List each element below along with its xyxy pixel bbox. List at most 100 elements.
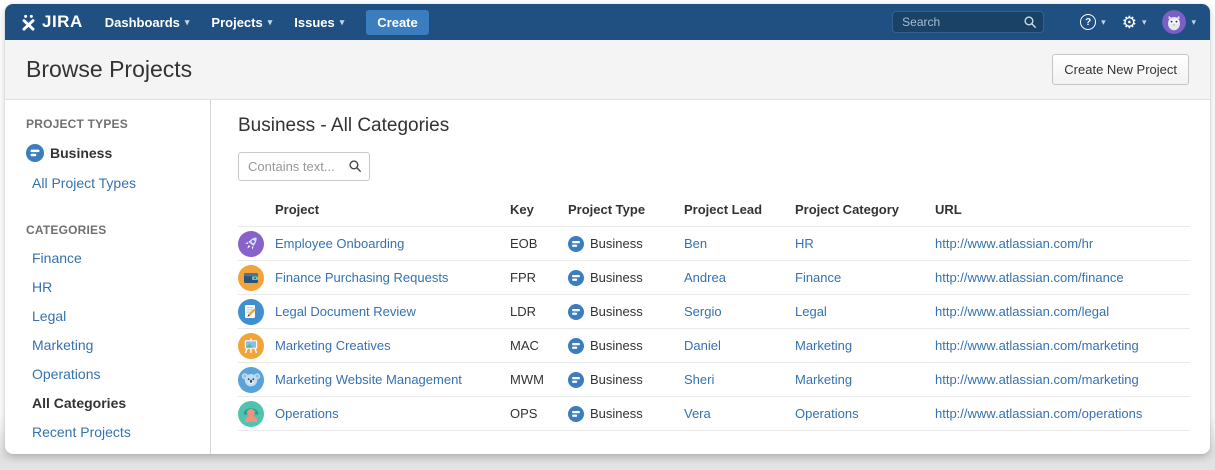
nav-projects[interactable]: Projects ▾: [211, 15, 272, 30]
person-icon: [238, 400, 264, 427]
table-header-row: Project Key Project Type Project Lead Pr…: [238, 193, 1190, 227]
chevron-down-icon: ▾: [267, 16, 273, 27]
project-link[interactable]: Finance Purchasing Requests: [275, 270, 449, 285]
business-type-icon: [568, 303, 584, 320]
user-menu[interactable]: ▾: [1162, 10, 1196, 34]
project-category-link[interactable]: Finance: [795, 270, 842, 285]
col-header-url: URL: [935, 202, 962, 217]
col-header-avatar: [238, 193, 275, 227]
project-type-label: Business: [590, 338, 643, 353]
sidebar-item-hr[interactable]: HR: [32, 279, 53, 295]
projects-table: Project Key Project Type Project Lead Pr…: [238, 193, 1190, 431]
table-row: Finance Purchasing Requests FPR Business…: [238, 260, 1190, 295]
content-title: Business - All Categories: [238, 115, 450, 136]
sidebar-item-recent-projects[interactable]: Recent Projects: [32, 424, 131, 440]
nav-issues-label: Issues: [294, 14, 335, 30]
koala-icon: [238, 366, 264, 393]
help-menu[interactable]: ? ▾: [1080, 14, 1106, 30]
project-url-link[interactable]: http://www.atlassian.com/marketing: [935, 338, 1139, 353]
project-link[interactable]: Legal Document Review: [275, 304, 416, 319]
sidebar-item-all-project-types[interactable]: All Project Types: [32, 175, 137, 191]
project-link[interactable]: Operations: [275, 406, 339, 421]
sidebar-item-marketing[interactable]: Marketing: [32, 337, 94, 353]
project-link[interactable]: Employee Onboarding: [275, 236, 405, 251]
chevron-down-icon: ▾: [1191, 16, 1196, 27]
table-row: Marketing Website Management MWM Busines…: [238, 362, 1190, 397]
nav-dashboards-label: Dashboards: [104, 14, 180, 30]
project-category-link[interactable]: Legal: [795, 304, 827, 319]
jira-logo[interactable]: JIRA: [19, 12, 83, 32]
contains-text-input[interactable]: [238, 152, 370, 181]
filter-box: [238, 152, 370, 181]
col-header-project: Project: [275, 202, 320, 217]
project-url-link[interactable]: http://www.atlassian.com/legal: [935, 304, 1110, 319]
project-lead-link[interactable]: Ben: [684, 236, 708, 251]
sidebar-item-all-categories[interactable]: All Categories: [32, 395, 127, 411]
search-icon[interactable]: [1023, 15, 1037, 34]
project-key: MWM: [510, 362, 568, 397]
business-type-icon: [568, 405, 584, 422]
wallet-icon: [238, 264, 264, 291]
project-type-label: Business: [590, 406, 643, 421]
project-lead-link[interactable]: Andrea: [684, 270, 726, 285]
business-type-icon: [568, 269, 584, 286]
page-title: Browse Projects: [26, 56, 193, 82]
project-types-heading: PROJECT TYPES: [26, 117, 128, 131]
create-button[interactable]: Create: [366, 9, 429, 35]
settings-menu[interactable]: ⚙ ▾: [1122, 14, 1147, 31]
project-key: FPR: [510, 260, 568, 295]
business-type-icon: [568, 337, 584, 354]
categories-heading: CATEGORIES: [26, 223, 107, 237]
search-icon[interactable]: [348, 159, 362, 178]
chevron-down-icon: ▾: [184, 16, 190, 27]
main-content: Business - All Categories Project Key Pr…: [211, 100, 1210, 454]
project-lead-link[interactable]: Sergio: [684, 304, 722, 319]
nav-projects-label: Projects: [211, 14, 263, 30]
col-header-project-category: Project Category: [795, 202, 900, 217]
notepad-icon: [238, 298, 264, 325]
project-key: EOB: [510, 226, 568, 261]
project-type-label: Business: [590, 270, 643, 285]
project-link[interactable]: Marketing Creatives: [275, 338, 391, 353]
business-type-icon: [26, 144, 44, 162]
jira-logo-icon: [19, 13, 38, 32]
project-url-link[interactable]: http://www.atlassian.com/operations: [935, 406, 1143, 421]
project-type-label: Business: [590, 372, 643, 387]
project-lead-link[interactable]: Sheri: [684, 372, 715, 387]
sidebar-item-legal[interactable]: Legal: [32, 308, 67, 324]
project-lead-link[interactable]: Vera: [684, 406, 711, 421]
table-row: Employee Onboarding EOB Business Ben HR …: [238, 226, 1190, 261]
table-row: Operations OPS Business Vera Operations …: [238, 396, 1190, 431]
help-icon: ?: [1080, 14, 1097, 30]
nav-issues[interactable]: Issues ▾: [294, 15, 344, 30]
jira-logo-text: JIRA: [42, 12, 83, 31]
user-avatar-owl-icon: [1162, 10, 1187, 34]
project-category-link[interactable]: HR: [795, 236, 814, 251]
chevron-down-icon: ▾: [339, 16, 345, 27]
project-category-link[interactable]: Operations: [795, 406, 859, 421]
sidebar-item-operations[interactable]: Operations: [32, 366, 101, 382]
search-input[interactable]: [892, 11, 1045, 33]
project-url-link[interactable]: http://www.atlassian.com/finance: [935, 270, 1124, 285]
project-category-link[interactable]: Marketing: [795, 372, 853, 387]
project-lead-link[interactable]: Daniel: [684, 338, 721, 353]
project-key: OPS: [510, 396, 568, 431]
col-header-project-lead: Project Lead: [684, 202, 763, 217]
table-row: Marketing Creatives MAC Business Daniel …: [238, 328, 1190, 363]
sidebar-item-business[interactable]: Business: [26, 144, 210, 162]
nav-dashboards[interactable]: Dashboards ▾: [105, 15, 190, 30]
sidebar-item-finance[interactable]: Finance: [32, 250, 82, 266]
gear-icon: ⚙: [1121, 12, 1137, 32]
project-category-link[interactable]: Marketing: [795, 338, 853, 353]
create-new-project-button[interactable]: Create New Project: [1052, 54, 1189, 85]
table-row: Legal Document Review LDR Business Sergi…: [238, 294, 1190, 329]
col-header-key: Key: [510, 202, 534, 217]
sidebar: PROJECT TYPES Business All Project Types…: [5, 100, 211, 454]
project-url-link[interactable]: http://www.atlassian.com/marketing: [935, 372, 1139, 387]
project-url-link[interactable]: http://www.atlassian.com/hr: [935, 236, 1094, 251]
rocket-icon: [238, 230, 264, 257]
project-link[interactable]: Marketing Website Management: [275, 372, 462, 387]
sidebar-item-business-label: Business: [50, 145, 113, 161]
project-type-label: Business: [590, 304, 643, 319]
chevron-down-icon: ▾: [1141, 16, 1147, 27]
